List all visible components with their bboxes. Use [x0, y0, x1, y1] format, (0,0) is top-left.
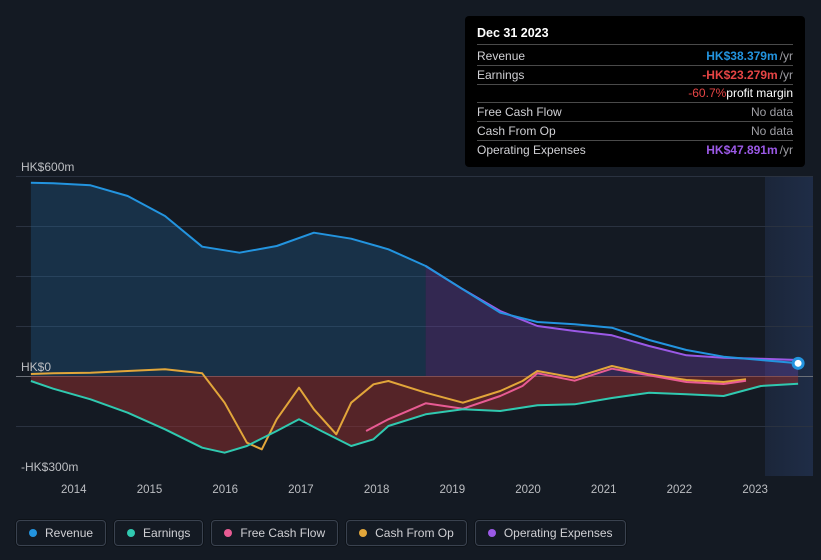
y-label-top: HK$600m	[21, 160, 74, 174]
tooltip-row-opex: Operating ExpensesHK$47.891m/yr	[477, 141, 793, 159]
chart-area[interactable]: HK$600m HK$0 -HK$300m 201420152016201720…	[16, 160, 813, 500]
legend-label: Earnings	[143, 526, 190, 540]
plot[interactable]	[16, 176, 813, 476]
legend-dot-icon	[359, 529, 367, 537]
legend-dot-icon	[29, 529, 37, 537]
legend-item-fcf[interactable]: Free Cash Flow	[211, 520, 338, 546]
legend: Revenue Earnings Free Cash Flow Cash From O…	[16, 520, 805, 546]
chart-svg	[16, 176, 813, 476]
legend-item-earnings[interactable]: Earnings	[114, 520, 203, 546]
tooltip-row-cfo: Cash From OpNo data	[477, 122, 793, 141]
legend-label: Revenue	[45, 526, 93, 540]
fill-opex	[426, 266, 798, 376]
y-label-mid: HK$0	[21, 360, 51, 374]
tooltip-row-earnings: Earnings-HK$23.279m/yr	[477, 66, 793, 85]
y-label-bot: -HK$300m	[21, 460, 78, 474]
legend-dot-icon	[224, 529, 232, 537]
legend-item-opex[interactable]: Operating Expenses	[475, 520, 626, 546]
tooltip-subrow-earnings: .-60.7%profit margin	[477, 85, 793, 103]
legend-item-revenue[interactable]: Revenue	[16, 520, 106, 546]
legend-label: Operating Expenses	[504, 526, 613, 540]
legend-item-cfo[interactable]: Cash From Op	[346, 520, 467, 546]
legend-label: Free Cash Flow	[240, 526, 325, 540]
current-marker	[793, 358, 803, 368]
tooltip-row-revenue: RevenueHK$38.379m/yr	[477, 47, 793, 66]
tooltip-row-fcf: Free Cash FlowNo data	[477, 103, 793, 122]
legend-label: Cash From Op	[375, 526, 454, 540]
fill-earnings	[31, 376, 798, 453]
legend-dot-icon	[127, 529, 135, 537]
legend-dot-icon	[488, 529, 496, 537]
tooltip-card: Dec 31 2023 RevenueHK$38.379m/yrEarnings…	[465, 16, 805, 167]
fill-revenue	[31, 183, 426, 376]
tooltip-date: Dec 31 2023	[477, 26, 793, 45]
